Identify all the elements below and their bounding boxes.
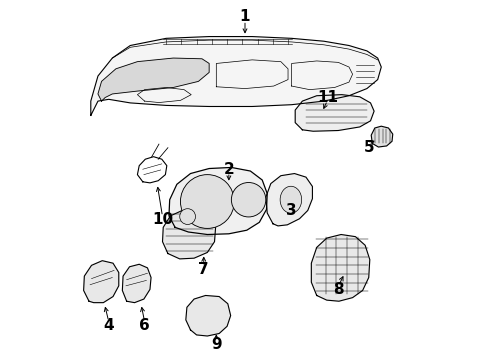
Polygon shape [186, 296, 231, 336]
Polygon shape [295, 95, 374, 131]
Polygon shape [371, 126, 393, 147]
Text: 9: 9 [211, 337, 221, 352]
Polygon shape [91, 37, 381, 116]
Text: 8: 8 [333, 282, 343, 297]
Text: 1: 1 [240, 9, 250, 24]
Polygon shape [311, 234, 370, 301]
Polygon shape [98, 58, 209, 101]
Polygon shape [163, 211, 216, 259]
Circle shape [180, 209, 196, 225]
Text: 11: 11 [317, 90, 338, 105]
Polygon shape [122, 264, 151, 303]
Polygon shape [169, 167, 267, 234]
Circle shape [231, 183, 266, 217]
Ellipse shape [280, 186, 302, 213]
Text: 7: 7 [198, 262, 209, 277]
Circle shape [180, 175, 234, 228]
Text: 10: 10 [152, 212, 173, 227]
Text: 5: 5 [364, 140, 374, 155]
Polygon shape [266, 174, 313, 226]
Polygon shape [84, 261, 119, 303]
Text: 3: 3 [286, 203, 297, 218]
Text: 4: 4 [103, 318, 114, 333]
Text: 6: 6 [139, 318, 150, 333]
Text: 2: 2 [223, 162, 234, 177]
